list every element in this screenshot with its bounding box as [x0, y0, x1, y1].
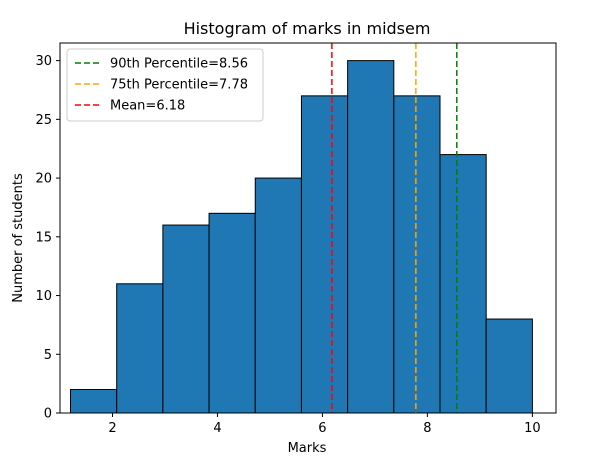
- histogram-bar: [69, 389, 118, 414]
- bars-group: [69, 60, 533, 414]
- histogram-bar: [208, 212, 256, 414]
- histogram-bar: [162, 224, 210, 414]
- histogram-bar: [393, 95, 441, 414]
- x-axis-label: Marks: [288, 441, 327, 456]
- x-tick-label: 6: [318, 421, 326, 436]
- histogram-bar: [254, 177, 302, 414]
- legend: 90th Percentile=8.56 75th Percentile=7.78…: [66, 48, 264, 122]
- y-tick-label: 30: [35, 54, 52, 69]
- histogram-bar: [485, 318, 533, 414]
- legend-entry-label: 75th Percentile=7.78: [110, 78, 248, 93]
- y-tick-label: 0: [44, 407, 52, 422]
- x-tick-label: 4: [213, 421, 221, 436]
- chart-title: Histogram of marks in midsem: [184, 19, 431, 38]
- y-tick-label: 10: [35, 289, 52, 304]
- x-tick-label: 10: [524, 421, 541, 436]
- x-tick-label: 8: [423, 421, 431, 436]
- y-axis-label: Number of students: [11, 173, 26, 303]
- y-tick-label: 20: [35, 172, 52, 187]
- y-tick-label: 25: [35, 113, 52, 128]
- histogram-bar: [300, 95, 349, 414]
- legend-box: [66, 48, 264, 122]
- histogram-bar: [439, 154, 487, 414]
- x-tick-label: 2: [108, 421, 116, 436]
- y-tick-label: 15: [35, 230, 52, 245]
- reference-lines-group: [331, 43, 458, 413]
- y-tick-label: 5: [44, 348, 52, 363]
- y-axis-ticks: 0 5 10 15 20 25 30: [35, 54, 60, 422]
- x-axis-ticks: 2 4 6 8 10: [108, 413, 541, 436]
- histogram-bar: [116, 283, 164, 414]
- histogram-bar: [347, 60, 395, 414]
- plot-frame: [59, 42, 557, 414]
- legend-entry-label: Mean=6.18: [110, 99, 185, 114]
- legend-entry-label: 90th Percentile=8.56: [110, 57, 248, 72]
